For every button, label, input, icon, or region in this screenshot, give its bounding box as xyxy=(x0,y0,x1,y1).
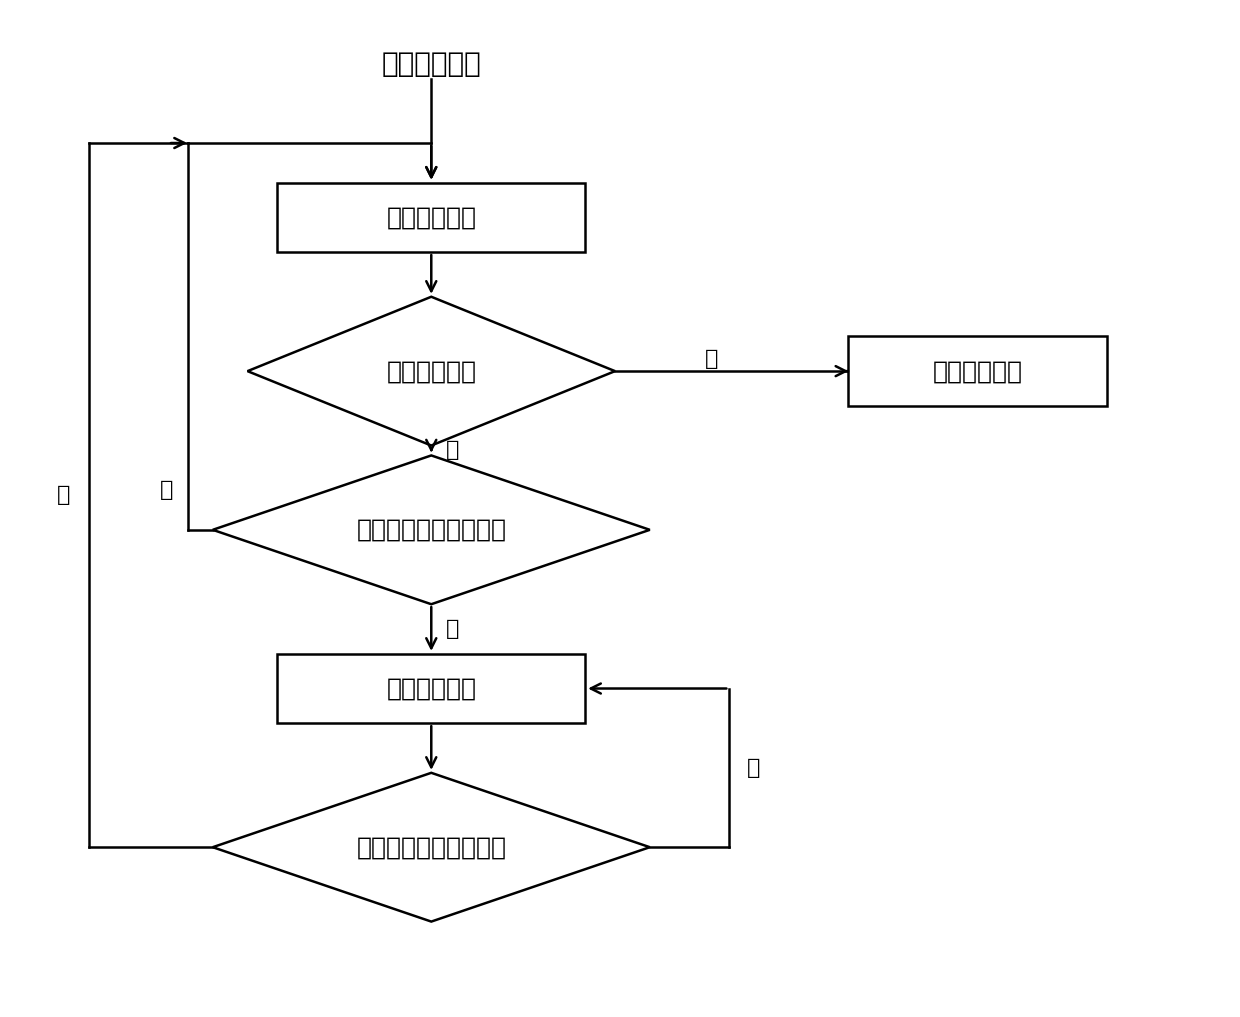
Text: 否: 否 xyxy=(446,440,460,461)
Text: 是: 是 xyxy=(446,619,460,639)
Polygon shape xyxy=(248,297,615,445)
Polygon shape xyxy=(213,773,650,921)
Text: 电池温度达到限制门限: 电池温度达到限制门限 xyxy=(356,518,506,542)
Bar xyxy=(848,337,1107,406)
Text: 是: 是 xyxy=(706,349,718,369)
Text: 否: 否 xyxy=(748,758,760,778)
Bar xyxy=(278,654,585,723)
Text: 二级电流充电: 二级电流充电 xyxy=(387,676,476,701)
Text: 达到门限电压: 达到门限电压 xyxy=(387,359,476,383)
Text: 进入恒流充电: 进入恒流充电 xyxy=(382,50,481,77)
Polygon shape xyxy=(213,456,650,604)
Text: 一级电流充电: 一级电流充电 xyxy=(387,205,476,230)
Bar xyxy=(278,183,585,252)
Text: 电池温度达到恢复门限: 电池温度达到恢复门限 xyxy=(356,835,506,859)
Text: 是: 是 xyxy=(57,485,71,505)
Text: 进入恒压充电: 进入恒压充电 xyxy=(932,359,1023,383)
Text: 否: 否 xyxy=(160,480,174,500)
